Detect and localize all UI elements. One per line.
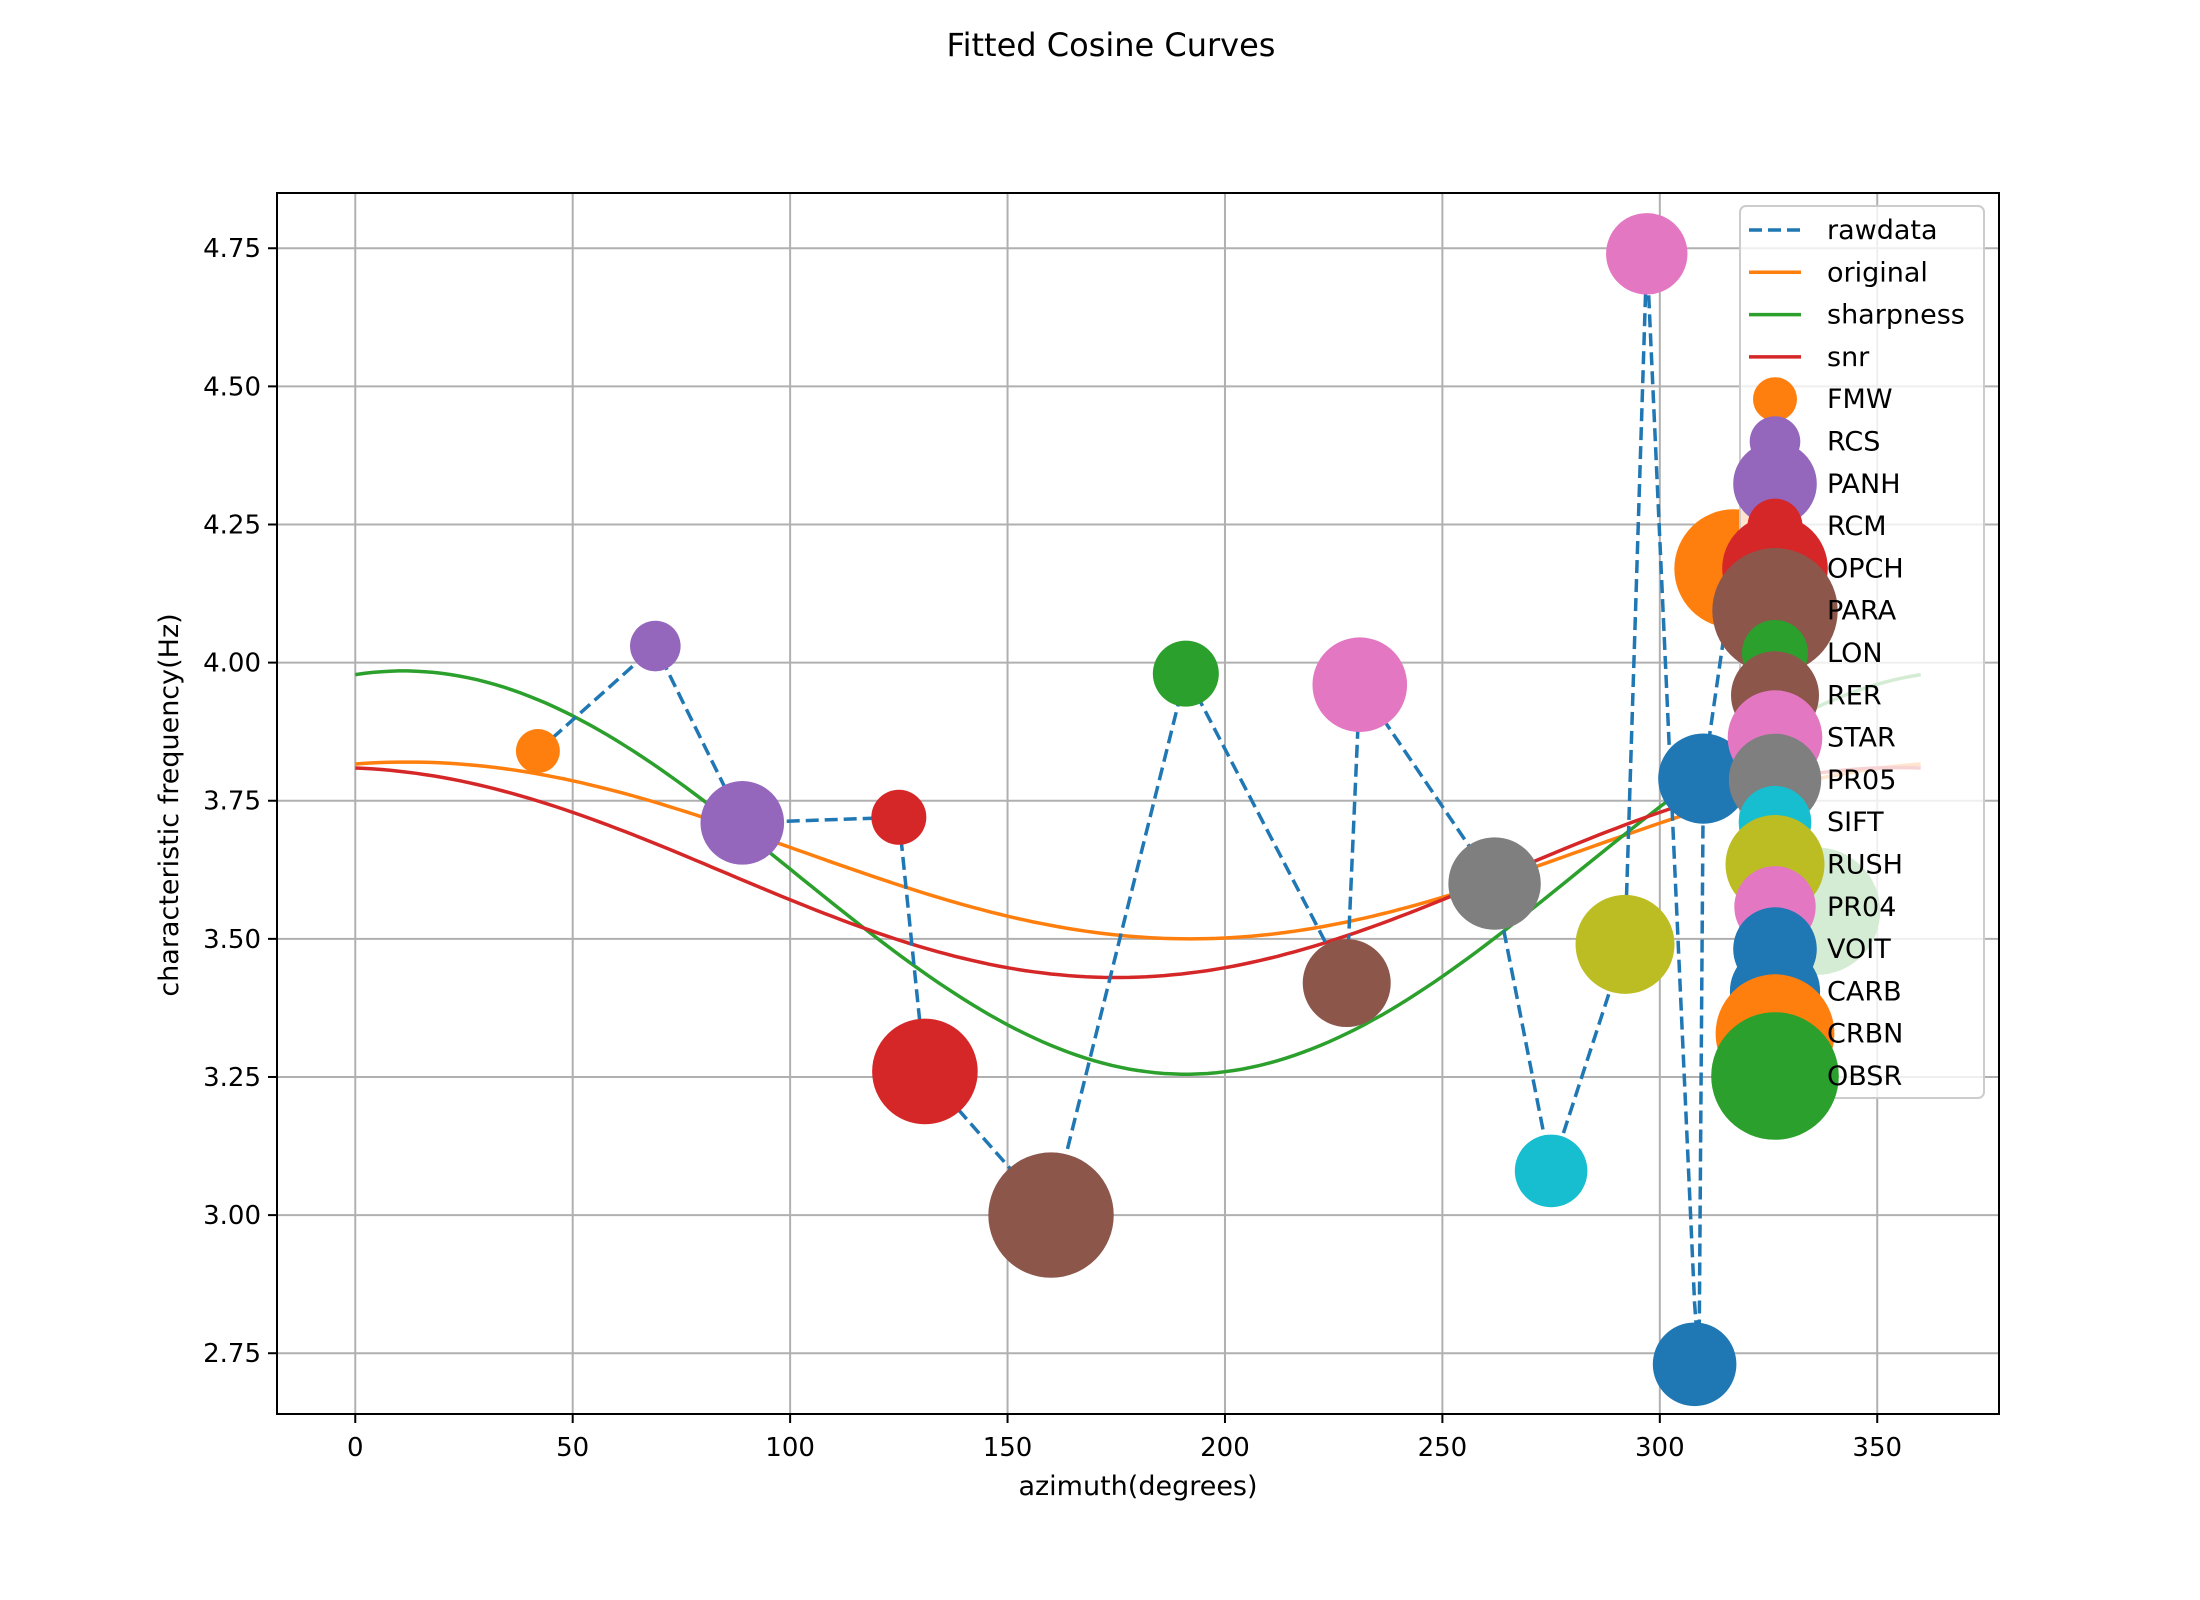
x-tick-label: 350 (1852, 1433, 1902, 1463)
legend-label-LON: LON (1827, 638, 1883, 669)
legend-label-sharpness: sharpness (1827, 300, 1965, 331)
point-RCS (630, 620, 681, 672)
series-line-snr (355, 765, 1921, 980)
x-axis-label: azimuth(degrees) (1018, 1471, 1257, 1502)
x-tick-label: 300 (1635, 1433, 1685, 1463)
legend-label-original: original (1827, 257, 1928, 288)
y-tick-label: 4.75 (203, 234, 261, 264)
point-RUSH (1575, 894, 1675, 994)
x-tick-label: 100 (765, 1433, 815, 1463)
point-PR05 (1448, 837, 1541, 930)
legend-label-VOIT: VOIT (1827, 934, 1891, 965)
legend-label-RCM: RCM (1827, 511, 1887, 542)
y-tick-label: 3.25 (203, 1063, 261, 1093)
point-STAR (1312, 637, 1408, 733)
y-tick-label: 4.25 (203, 510, 261, 540)
legend-marker-PANH (1733, 442, 1817, 526)
y-tick-label: 4.00 (203, 649, 261, 679)
legend-label-STAR: STAR (1827, 723, 1896, 754)
legend-label-OPCH: OPCH (1827, 553, 1904, 584)
legend-label-CRBN: CRBN (1827, 1019, 1903, 1050)
legend-label-SIFT: SIFT (1827, 807, 1884, 838)
series-line-original (355, 760, 1921, 941)
point-CARB (1658, 733, 1749, 824)
series-line-sharpness (355, 669, 1921, 1076)
y-tick-label: 2.75 (203, 1339, 261, 1369)
chart-title: Fitted Cosine Curves (947, 26, 1276, 64)
legend-label-PR05: PR05 (1827, 765, 1896, 796)
plot-area-frame (276, 192, 2000, 1415)
legend-label-PR04: PR04 (1827, 892, 1896, 923)
axis-ticks: 0 50 100 150 200 250 300 350 2.75 3.00 3.25 3.50 3.7… (203, 234, 1902, 1463)
point-RCM (871, 789, 927, 845)
legend-label-PANH: PANH (1827, 469, 1901, 500)
point-RER (1302, 939, 1391, 1028)
legend-label-PARA: PARA (1827, 596, 1897, 627)
x-tick-label: 50 (556, 1433, 589, 1463)
legend-marker-FMW (1753, 377, 1797, 422)
legend-marker-OBSR (1711, 1012, 1839, 1140)
x-tick-label: 200 (1200, 1433, 1250, 1463)
point-FMW (515, 729, 560, 774)
y-tick-label: 4.50 (203, 372, 261, 402)
legend-label-rawdata: rawdata (1827, 215, 1938, 246)
legend: rawdata original sharpness snr FMW RCS PANH RCM… (1711, 205, 1985, 1140)
y-tick-label: 3.50 (203, 925, 261, 955)
y-tick-label: 3.75 (203, 787, 261, 817)
point-PANH (700, 781, 785, 865)
y-tick-label: 3.00 (203, 1201, 261, 1231)
legend-label-RCS: RCS (1827, 427, 1880, 458)
legend-label-OBSR: OBSR (1827, 1061, 1902, 1092)
legend-label-RER: RER (1827, 680, 1882, 711)
legend-label-FMW: FMW (1827, 384, 1893, 415)
y-axis-label: characteristic frequency(Hz) (154, 613, 185, 996)
legend-marker-PARA (1712, 548, 1838, 674)
x-tick-label: 0 (347, 1433, 364, 1463)
x-tick-label: 150 (983, 1433, 1033, 1463)
x-tick-label: 250 (1418, 1433, 1468, 1463)
legend-label-snr: snr (1827, 342, 1870, 373)
scatter-points (515, 213, 1881, 1407)
point-PARA (988, 1152, 1114, 1278)
point-SIFT (1514, 1134, 1588, 1208)
point-LON (1152, 640, 1219, 707)
legend-label-CARB: CARB (1827, 976, 1902, 1007)
legend-label-RUSH: RUSH (1827, 850, 1903, 881)
point-VOIT (1652, 1322, 1737, 1407)
point-OPCH (872, 1018, 978, 1125)
point-PR04 (1606, 213, 1688, 295)
